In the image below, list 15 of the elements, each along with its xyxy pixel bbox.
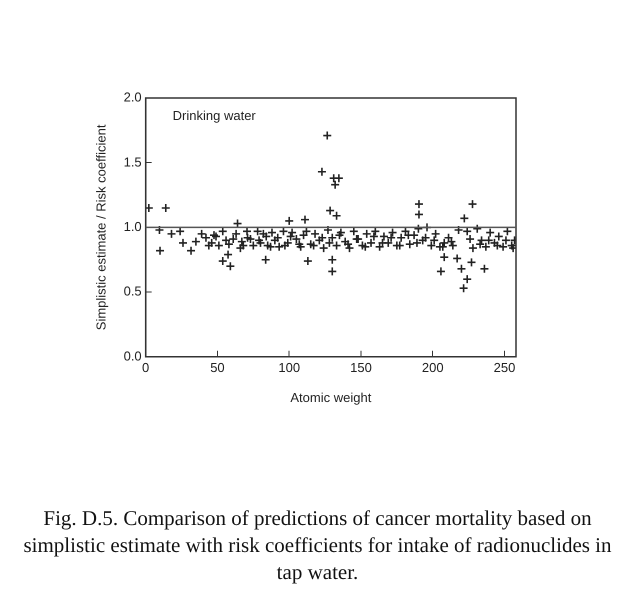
y-tick-label: 0.5: [124, 284, 142, 299]
x-tick-label: 100: [278, 360, 300, 376]
y-tick-label: 1.5: [124, 154, 142, 170]
annotation: Drinking water: [172, 108, 256, 124]
x-tick-label: 250: [494, 360, 516, 376]
x-axis-title: Atomic weight: [290, 390, 372, 405]
x-tick-label: 150: [350, 360, 372, 376]
x-tick-label: 0: [142, 360, 150, 376]
y-axis-title: Simplistic estimate / Risk coefficient: [93, 124, 108, 330]
y-tick-label: 1.0: [124, 218, 142, 234]
x-tick-label: 200: [422, 360, 444, 376]
y-tick-label: 2.0: [124, 90, 142, 105]
x-tick-label: 50: [210, 360, 225, 376]
y-tick-label: 0.0: [124, 348, 142, 364]
text: Fig. D.5. Comparison of predictions of cancer mortality based on simplistic estimate with risk coefficients for intake of radionuclides in tap water.: [22, 505, 613, 586]
